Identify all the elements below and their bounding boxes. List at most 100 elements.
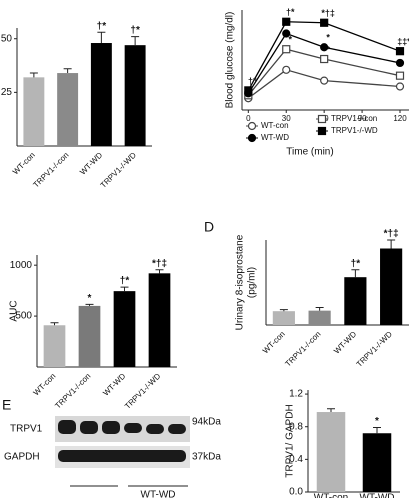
annotation: †* bbox=[286, 7, 295, 17]
legend-label: TRPV1-/-con bbox=[331, 114, 377, 123]
annotation: * bbox=[88, 293, 92, 304]
marker bbox=[395, 58, 405, 68]
blot-band bbox=[80, 421, 98, 434]
series-line bbox=[247, 21, 401, 91]
error-bar bbox=[131, 36, 140, 46]
error-bar bbox=[351, 269, 360, 278]
error-bar bbox=[63, 68, 72, 74]
annotation: †* bbox=[351, 258, 361, 269]
marker bbox=[282, 17, 291, 26]
y-axis-label: TRPV1/ GAPDH bbox=[285, 404, 296, 477]
error-bar bbox=[120, 286, 129, 292]
x-tick-label: WT-WD bbox=[332, 329, 358, 355]
panel-letter: E bbox=[2, 397, 11, 413]
y-axis-label: Urinary 8-isoprostane bbox=[235, 234, 246, 330]
legend-marker bbox=[247, 121, 257, 131]
bar bbox=[308, 310, 331, 325]
group-label: WT-WD bbox=[141, 490, 176, 498]
bar bbox=[78, 305, 101, 367]
annotation: * bbox=[326, 44, 330, 54]
bar bbox=[90, 43, 112, 146]
blot-strip bbox=[55, 416, 190, 442]
bar bbox=[43, 325, 66, 367]
y-axis-label: Blood glucose (mg/dl) bbox=[225, 12, 236, 109]
x-tick-label: TRPV1-/-WD bbox=[355, 329, 395, 369]
x-tick-label: TRPV1-/-con bbox=[283, 330, 322, 369]
annotation: ‡‡* bbox=[397, 37, 409, 47]
blot-band bbox=[168, 424, 186, 434]
legend-marker bbox=[317, 126, 327, 136]
y-tick-label: 25 bbox=[1, 87, 13, 98]
x-tick-label: WT-WD bbox=[360, 493, 395, 498]
error-bar bbox=[387, 239, 396, 249]
y-tick-label: 1.2 bbox=[289, 389, 303, 400]
bar bbox=[23, 77, 45, 146]
blot-size: 37kDa bbox=[192, 452, 221, 463]
blot-band bbox=[124, 423, 142, 433]
y-tick-label: 0.8 bbox=[289, 421, 303, 432]
y-axis-label: AUC bbox=[9, 300, 20, 321]
x-tick-label: 30 bbox=[282, 114, 291, 123]
legend-marker bbox=[317, 114, 327, 124]
error-bar bbox=[155, 269, 164, 274]
marker bbox=[395, 47, 405, 56]
x-tick-label: WT-WD bbox=[78, 150, 104, 176]
annotation: * bbox=[326, 33, 330, 43]
error-bar bbox=[29, 72, 38, 78]
series-line bbox=[247, 48, 401, 96]
y-tick-label: 0.4 bbox=[289, 454, 303, 465]
y-tick-label: 0.0 bbox=[289, 487, 303, 498]
annotation: †* bbox=[97, 21, 107, 32]
x-tick-label: TRPV1-/-WD bbox=[123, 371, 163, 411]
x-tick-label: 90 bbox=[358, 114, 367, 123]
annotation: †* bbox=[130, 25, 140, 36]
bar bbox=[344, 277, 367, 325]
annotation: * bbox=[375, 416, 379, 427]
x-tick-label: 0 bbox=[246, 114, 251, 123]
error-bar bbox=[50, 322, 59, 326]
marker bbox=[282, 29, 291, 38]
legend-label: WT-con bbox=[261, 121, 289, 130]
x-tick-label: WT-con bbox=[261, 330, 287, 356]
error-bar bbox=[279, 309, 288, 312]
x-tick-label: WT-con bbox=[314, 493, 348, 498]
annotation: *†‡ bbox=[321, 8, 335, 18]
y-tick-label: 500 bbox=[15, 311, 32, 322]
x-tick-label: WT-con bbox=[11, 151, 37, 177]
marker bbox=[282, 45, 291, 54]
blot-row-label: TRPV1 bbox=[10, 424, 43, 435]
marker bbox=[244, 86, 253, 95]
error-bar bbox=[327, 408, 335, 413]
western-blot: TRPV1 GAPDH 94kDa 37kDa WT-WD bbox=[4, 416, 221, 498]
blot-row-label: GAPDH bbox=[4, 452, 40, 463]
blot-band bbox=[102, 421, 120, 434]
marker bbox=[282, 65, 291, 74]
x-tick-label: WT-con bbox=[32, 372, 58, 398]
error-bar bbox=[373, 427, 381, 434]
series-line bbox=[247, 69, 401, 99]
blot-band bbox=[58, 420, 76, 434]
series-line bbox=[247, 32, 401, 94]
legend-label: TRPV1-/-WD bbox=[331, 126, 378, 135]
annotation: *†‡ bbox=[384, 229, 399, 240]
x-tick-label: TRPV1-/-con bbox=[31, 151, 70, 190]
marker bbox=[320, 76, 329, 85]
blot-band bbox=[58, 450, 186, 462]
x-tick-label: TRPV1-/-WD bbox=[99, 150, 139, 190]
x-axis-label: Time (min) bbox=[286, 147, 333, 158]
annotation: * bbox=[288, 35, 292, 45]
marker bbox=[320, 43, 329, 52]
error-bar bbox=[85, 303, 94, 306]
panel-letter: D bbox=[204, 219, 214, 235]
bar bbox=[380, 248, 403, 325]
blot-band bbox=[146, 424, 164, 434]
y-tick-label: 50 bbox=[1, 33, 13, 44]
annotation: *†‡ bbox=[152, 258, 167, 269]
marker bbox=[395, 82, 405, 91]
x-tick-label: 120 bbox=[393, 114, 407, 123]
y-axis-label: (pg/ml) bbox=[247, 267, 258, 298]
legend-label: WT-WD bbox=[261, 133, 289, 142]
marker bbox=[320, 18, 329, 27]
